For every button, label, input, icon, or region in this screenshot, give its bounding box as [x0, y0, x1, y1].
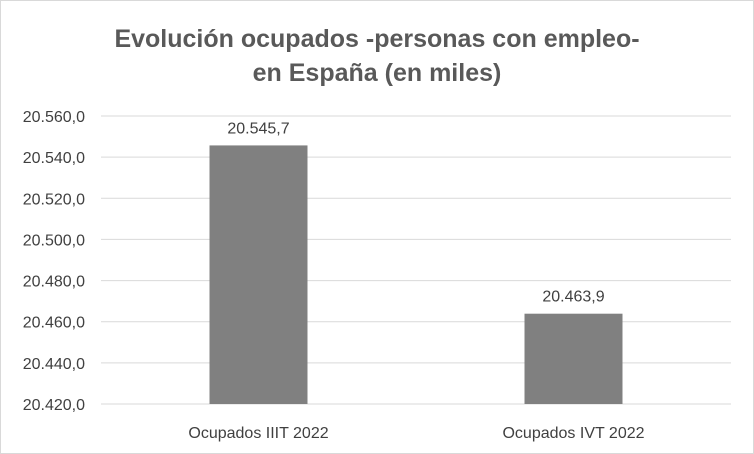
y-tick-label: 20.560,0: [23, 109, 85, 126]
y-tick-label: 20.440,0: [23, 356, 85, 373]
data-label: 20.463,9: [542, 289, 604, 306]
bars: [209, 145, 623, 404]
category-label: Ocupados IVT 2022: [502, 425, 644, 442]
data-labels: 20.545,7 20.463,9: [227, 120, 604, 305]
bar: [209, 145, 308, 404]
y-axis-tick-labels: 20.420,0 20.440,0 20.460,0 20.480,0 20.500,0…: [23, 109, 85, 414]
chart-title-line-2: en España (en miles): [253, 59, 502, 87]
y-tick-label: 20.420,0: [23, 397, 85, 414]
chart-title-line-1: Evolución ocupados -personas con empleo-: [114, 25, 639, 53]
category-label: Ocupados IIIT 2022: [188, 425, 328, 442]
data-label: 20.545,7: [227, 120, 289, 137]
category-labels: Ocupados IIIT 2022 Ocupados IVT 2022: [188, 425, 644, 442]
y-tick-label: 20.540,0: [23, 150, 85, 167]
gridlines: [101, 115, 731, 405]
y-tick-label: 20.500,0: [23, 232, 85, 249]
y-tick-label: 20.460,0: [23, 315, 85, 332]
bar: [524, 313, 623, 404]
y-tick-label: 20.520,0: [23, 191, 85, 208]
y-tick-label: 20.480,0: [23, 274, 85, 291]
